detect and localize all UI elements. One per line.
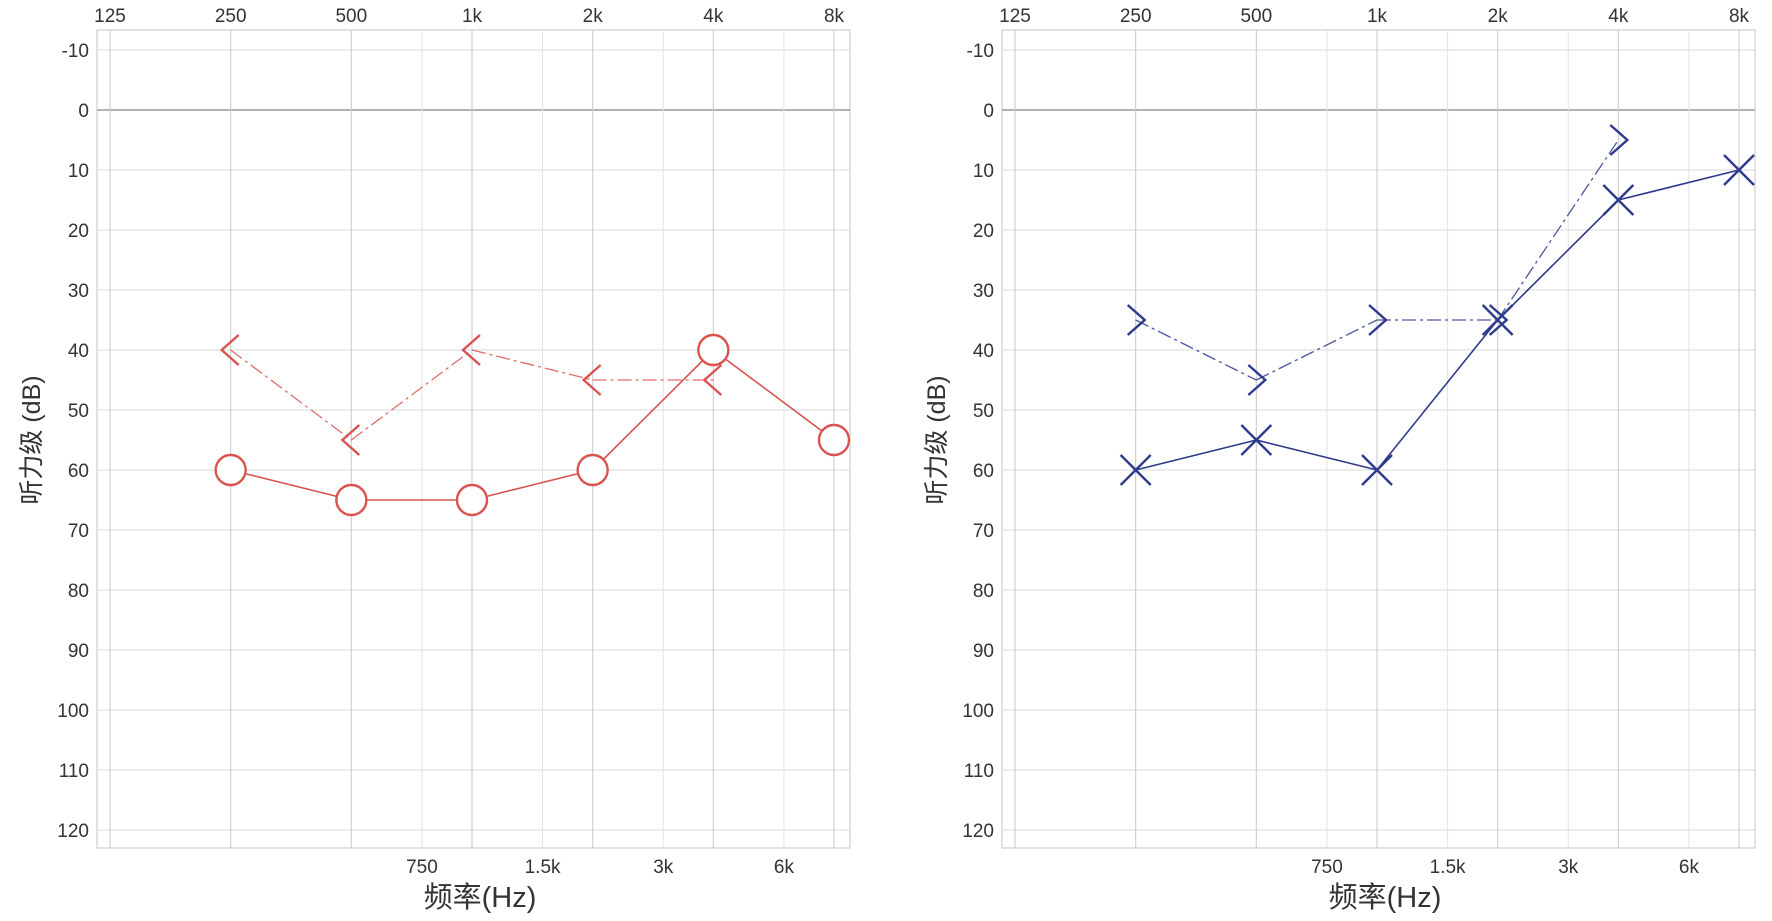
y-axis-title: 听力级 (dB) xyxy=(18,375,46,504)
y-tick-label: 70 xyxy=(973,521,994,542)
y-tick-label: 90 xyxy=(68,641,89,662)
y-tick-label: 30 xyxy=(68,281,89,302)
series-line-segment xyxy=(592,349,714,471)
x-bottom-tick-label: 1.5k xyxy=(525,857,561,878)
audiogram-left-ear: -10 0 10 20 30 40 50 60 70 80 90 100 110 120 125 250 500… xyxy=(18,6,851,914)
data-point-bracket-left xyxy=(340,424,361,456)
data-point-bracket-right xyxy=(1368,304,1388,336)
series-line-segment xyxy=(471,349,593,381)
data-point-bracket-right xyxy=(1488,304,1509,336)
x-top-tick-label: 2k xyxy=(583,6,604,27)
y-tick-label: 120 xyxy=(962,821,994,842)
x-top-tick-label: 2k xyxy=(1488,6,1509,27)
y-tick-label: 120 xyxy=(57,821,89,842)
data-point-circle xyxy=(214,453,247,487)
y-tick-label: 0 xyxy=(78,101,89,122)
y-tick-label: 80 xyxy=(68,581,89,602)
x-bottom-tick-label: 6k xyxy=(774,857,795,878)
y-tick-label: 40 xyxy=(973,341,994,362)
x-bottom-tick-label: 3k xyxy=(1558,857,1579,878)
x-bottom-tick-label: 6k xyxy=(1679,857,1700,878)
series-line-segment xyxy=(230,469,352,501)
x-bottom-tick-label: 750 xyxy=(1311,857,1343,878)
data-point-cross xyxy=(1723,154,1755,186)
y-tick-label: 20 xyxy=(973,221,994,242)
y-tick-label: 50 xyxy=(973,401,994,422)
y-tick-label: 110 xyxy=(59,761,89,782)
y-tick-label: 10 xyxy=(68,161,89,182)
series-line-segment xyxy=(1497,199,1619,321)
x-top-tick-label: 4k xyxy=(703,6,724,27)
data-point-bracket-right xyxy=(1247,364,1268,396)
y-tick-label: 100 xyxy=(57,701,89,722)
y-tick-label: 10 xyxy=(973,161,994,182)
y-tick-label: 0 xyxy=(983,101,994,122)
x-top-tick-label: 4k xyxy=(1608,6,1629,27)
series-line-segment xyxy=(1256,439,1378,471)
data-point-bracket-left xyxy=(219,334,240,366)
x-bottom-tick-label: 1.5k xyxy=(1430,857,1466,878)
x-top-tick-label: 1k xyxy=(1367,6,1388,27)
x-top-tick-label: 250 xyxy=(215,6,247,27)
data-point-cross xyxy=(1240,424,1273,456)
data-point-circle xyxy=(817,423,851,457)
data-point-cross xyxy=(1361,454,1393,486)
data-point-circle xyxy=(455,483,489,517)
series-line-segment xyxy=(1376,319,1499,471)
series-line-segment xyxy=(1497,139,1619,321)
y-axis-title: 听力级 (dB) xyxy=(923,375,951,504)
audiogram-right-ear: -10 0 10 20 30 40 50 60 70 80 90 100 110 120 125 250 500… xyxy=(923,6,1756,914)
y-tick-label: 70 xyxy=(68,521,89,542)
y-tick-label: 110 xyxy=(964,761,994,782)
x-axis-title: 频率(Hz) xyxy=(1329,881,1442,914)
series-line-segment xyxy=(1256,319,1378,381)
series-line-segment xyxy=(230,349,352,441)
x-bottom-tick-label: 750 xyxy=(406,857,438,878)
x-top-tick-label: 8k xyxy=(1729,6,1750,27)
series-line-segment xyxy=(1618,169,1740,201)
x-top-tick-label: 250 xyxy=(1120,6,1152,27)
data-point-circle xyxy=(697,333,730,367)
x-top-tick-label: 8k xyxy=(824,6,845,27)
y-tick-label: 20 xyxy=(68,221,89,242)
y-tick-label: -10 xyxy=(967,41,994,62)
data-point-bracket-left xyxy=(461,334,481,366)
x-top-tick-label: 1k xyxy=(462,6,483,27)
data-point-cross xyxy=(1119,454,1152,486)
y-tick-label: 60 xyxy=(973,461,994,482)
data-point-bracket-left xyxy=(702,364,723,396)
y-tick-label: 100 xyxy=(962,701,994,722)
series-line-segment xyxy=(1135,439,1257,471)
x-top-tick-label: 500 xyxy=(1240,6,1272,27)
y-tick-label: 90 xyxy=(973,641,994,662)
series-line-segment xyxy=(1135,319,1257,381)
x-bottom-tick-label: 3k xyxy=(653,857,674,878)
series-line-segment xyxy=(471,469,593,501)
y-tick-label: 40 xyxy=(68,341,89,362)
plot-frame xyxy=(96,29,851,849)
series-line-segment xyxy=(712,349,835,441)
y-tick-label: 50 xyxy=(68,401,89,422)
y-tick-label: -10 xyxy=(62,41,89,62)
y-tick-label: 80 xyxy=(973,581,994,602)
data-point-bracket-left xyxy=(581,364,602,396)
series-line-segment xyxy=(350,349,473,441)
data-point-circle xyxy=(335,483,368,517)
data-point-cross xyxy=(1602,184,1635,216)
data-point-circle xyxy=(576,453,609,487)
y-tick-label: 60 xyxy=(68,461,89,482)
data-point-bracket-right xyxy=(1126,304,1147,336)
x-top-tick-label: 125 xyxy=(94,6,126,27)
plot-frame xyxy=(1001,29,1756,849)
x-top-tick-label: 125 xyxy=(999,6,1031,27)
x-top-tick-label: 500 xyxy=(335,6,367,27)
data-point-bracket-right xyxy=(1609,124,1630,156)
y-tick-label: 30 xyxy=(973,281,994,302)
x-axis-title: 频率(Hz) xyxy=(424,881,537,914)
